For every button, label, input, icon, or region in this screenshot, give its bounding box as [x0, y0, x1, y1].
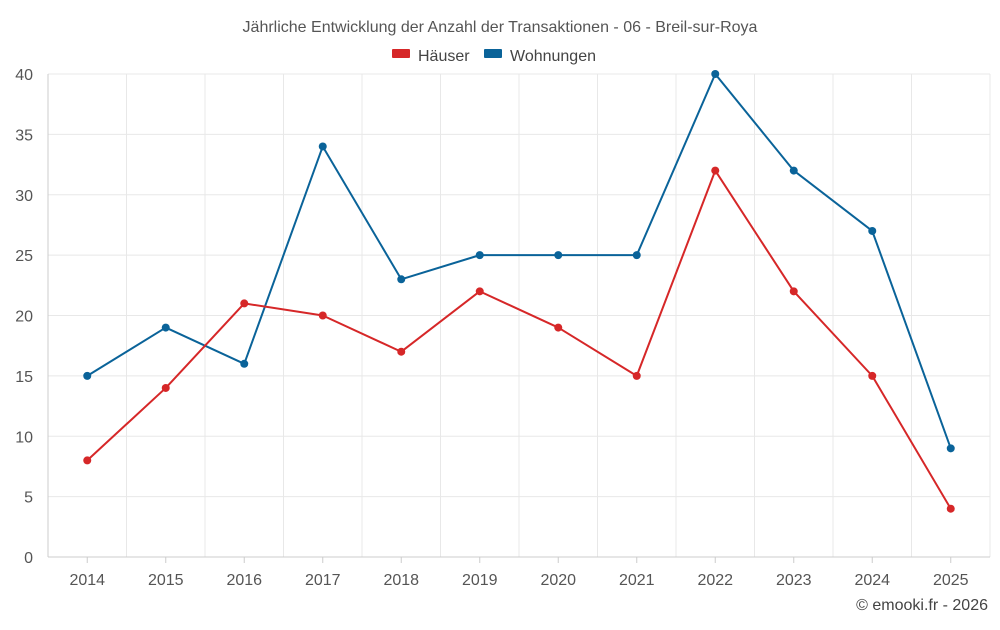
data-point-haeuser[interactable] — [397, 347, 406, 356]
y-tick-label: 15 — [15, 369, 33, 386]
data-point-wohnungen[interactable] — [789, 166, 798, 175]
x-tick-label: 2019 — [462, 572, 498, 589]
data-point-wohnungen[interactable] — [868, 226, 877, 235]
legend: Häuser Wohnungen — [392, 48, 596, 65]
data-point-haeuser[interactable] — [554, 323, 563, 332]
data-point-wohnungen[interactable] — [161, 323, 170, 332]
data-point-wohnungen[interactable] — [711, 70, 720, 78]
series-line-wohnungen — [86, 73, 952, 449]
data-point-haeuser[interactable] — [475, 287, 484, 296]
data-point-haeuser[interactable] — [240, 299, 249, 308]
data-point-wohnungen[interactable] — [397, 275, 406, 284]
data-point-haeuser[interactable] — [789, 287, 798, 296]
data-point-wohnungen[interactable] — [83, 371, 92, 380]
y-tick-label: 0 — [24, 550, 33, 567]
x-tick-label: 2021 — [619, 572, 655, 589]
credit-text: © emooki.fr - 2026 — [856, 597, 988, 614]
data-point-haeuser[interactable] — [868, 371, 877, 380]
legend-item-haeuser[interactable]: Häuser — [392, 48, 470, 65]
data-point-wohnungen[interactable] — [475, 251, 484, 260]
grid — [48, 73, 991, 557]
data-point-haeuser[interactable] — [632, 371, 641, 380]
data-point-haeuser[interactable] — [711, 166, 720, 175]
data-point-wohnungen[interactable] — [946, 444, 955, 453]
data-point-wohnungen[interactable] — [554, 251, 563, 260]
y-tick-label: 10 — [15, 429, 33, 446]
x-tick-label: 2023 — [776, 572, 812, 589]
legend-label-haeuser: Häuser — [418, 48, 470, 65]
x-tick-label: 2025 — [933, 572, 969, 589]
y-tick-label: 5 — [24, 490, 33, 507]
y-tick-label: 30 — [15, 188, 33, 205]
data-point-haeuser[interactable] — [946, 504, 955, 513]
x-tick-label: 2024 — [854, 572, 890, 589]
data-point-wohnungen[interactable] — [632, 251, 641, 260]
x-tick-label: 2022 — [697, 572, 733, 589]
series-layer — [83, 70, 955, 513]
data-point-haeuser[interactable] — [83, 456, 92, 465]
x-tick-label: 2014 — [69, 572, 105, 589]
y-tick-label: 35 — [15, 127, 33, 144]
x-tick-label: 2018 — [383, 572, 419, 589]
legend-item-wohnungen[interactable]: Wohnungen — [484, 48, 596, 65]
legend-label-wohnungen: Wohnungen — [510, 48, 596, 65]
legend-swatch-wohnungen — [484, 49, 502, 58]
chart-title: Jährliche Entwicklung der Anzahl der Tra… — [243, 19, 758, 36]
data-point-wohnungen[interactable] — [240, 359, 249, 368]
data-point-haeuser[interactable] — [161, 383, 170, 392]
x-tick-label: 2015 — [148, 572, 184, 589]
x-tick-label: 2016 — [226, 572, 262, 589]
y-tick-label: 40 — [15, 67, 33, 84]
series-line-haeuser — [86, 169, 952, 510]
data-point-haeuser[interactable] — [318, 311, 327, 320]
x-tick-label: 2017 — [305, 572, 341, 589]
data-point-wohnungen[interactable] — [318, 142, 327, 151]
x-tick-label: 2020 — [540, 572, 576, 589]
y-tick-label: 20 — [15, 309, 33, 326]
legend-swatch-haeuser — [392, 49, 410, 58]
y-tick-label: 25 — [15, 248, 33, 265]
